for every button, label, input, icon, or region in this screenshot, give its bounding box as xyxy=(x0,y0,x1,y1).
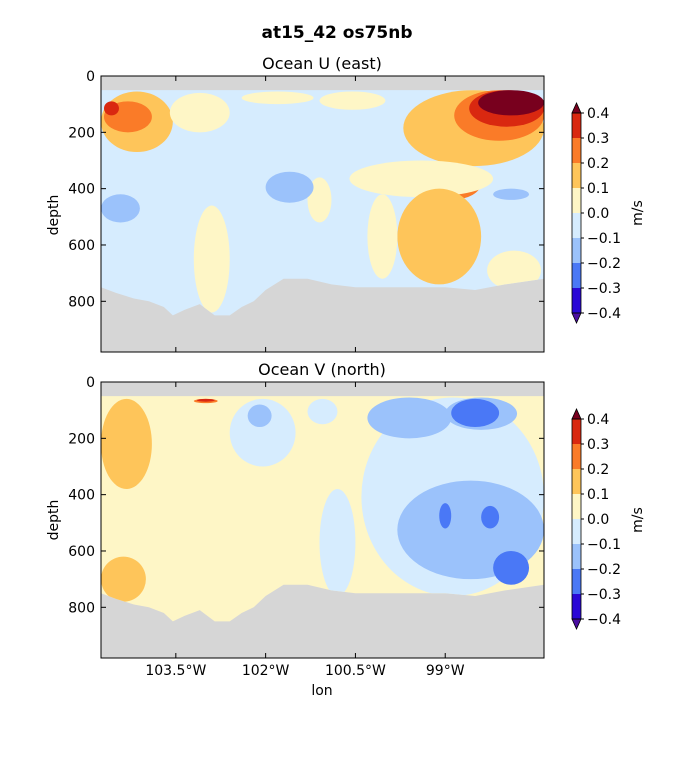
y-tick-label: 0 xyxy=(86,375,95,391)
colorbar-segment xyxy=(572,544,581,569)
contour-region xyxy=(265,171,314,203)
x-tick-label: 102°W xyxy=(242,663,290,679)
contour-region xyxy=(493,550,530,585)
contour-region xyxy=(349,160,494,198)
colorbar-segment xyxy=(572,444,581,469)
colorbar-tick-label: 0.3 xyxy=(587,131,609,147)
colorbar-segment xyxy=(572,419,581,444)
x-tick-label: 103.5°W xyxy=(145,663,206,679)
colorbar-tick-label: 0.4 xyxy=(587,106,609,122)
xlabel-lon: lon xyxy=(311,683,332,699)
contour-region xyxy=(307,398,338,425)
contour-region xyxy=(319,91,386,110)
y-tick-label: 400 xyxy=(68,182,95,198)
contour-region xyxy=(229,398,296,467)
colorbar-segment xyxy=(572,569,581,594)
colorbar-tick-label: −0.1 xyxy=(587,231,621,247)
colorbar-tick-label: 0.0 xyxy=(587,512,609,528)
colorbar-segment xyxy=(572,494,581,519)
colorbar-extend-min xyxy=(571,312,582,324)
colorbar-extend-min xyxy=(571,618,582,630)
colorbar-tick-label: −0.2 xyxy=(587,256,621,272)
figure-suptitle: at15_42 os75nb xyxy=(261,23,412,43)
ylabel-v: depth xyxy=(46,500,62,541)
contour-region xyxy=(307,177,332,223)
y-tick-label: 200 xyxy=(68,125,95,141)
panel-ocean-v: Ocean V (north) depth m/s lon 0 200 400 600… xyxy=(46,360,646,699)
colorbar: −0.4 −0.3 −0.2 −0.1 0.0 0.1 0.2 0.3 0.4 xyxy=(571,102,621,324)
y-tick-label: 400 xyxy=(68,488,95,504)
colorbar-tick-label: −0.4 xyxy=(587,306,621,322)
panel-title-v: Ocean V (north) xyxy=(258,360,386,379)
x-tick-label: 100.5°W xyxy=(325,663,386,679)
colorbar-tick-label: −0.3 xyxy=(587,587,621,603)
colorbar-label-u: m/s xyxy=(630,200,646,226)
colorbar-extend-max xyxy=(571,408,582,420)
colorbar-segment xyxy=(572,263,581,288)
contour-region xyxy=(319,489,356,597)
colorbar-segment xyxy=(572,188,581,213)
contour-region xyxy=(493,188,530,200)
x-tick-label: 99°W xyxy=(426,663,465,679)
colorbar-tick-label: 0.3 xyxy=(587,437,609,453)
colorbar-segment xyxy=(572,138,581,163)
colorbar-tick-label: 0.1 xyxy=(587,487,609,503)
contour-region xyxy=(397,188,482,285)
colorbar: −0.4 −0.3 −0.2 −0.1 0.0 0.1 0.2 0.3 0.4 xyxy=(571,408,621,630)
contour-region xyxy=(193,205,230,313)
contour-region xyxy=(101,556,146,602)
colorbar-tick-label: −0.2 xyxy=(587,562,621,578)
colorbar-segment xyxy=(572,469,581,494)
colorbar-segment xyxy=(572,519,581,544)
colorbar-label-v: m/s xyxy=(630,507,646,533)
plot-frame xyxy=(100,381,545,659)
panel-title-u: Ocean U (east) xyxy=(262,54,382,73)
colorbar-tick-label: −0.4 xyxy=(587,612,621,628)
contour-region xyxy=(367,194,398,279)
y-tick-label: 600 xyxy=(68,544,95,560)
colorbar-segment xyxy=(572,594,581,619)
colorbar-segment xyxy=(572,238,581,263)
y-tick-label: 200 xyxy=(68,431,95,447)
colorbar-segment xyxy=(572,213,581,238)
y-tick-label: 600 xyxy=(68,238,95,254)
contour-region xyxy=(196,398,215,402)
colorbar-tick-label: 0.4 xyxy=(587,412,609,428)
y-tick-label: 0 xyxy=(86,69,95,85)
plot-area xyxy=(101,382,544,658)
colorbar-tick-label: 0.2 xyxy=(587,462,609,478)
contour-region xyxy=(169,92,230,133)
contour-region xyxy=(101,398,152,490)
contour-region xyxy=(101,194,140,223)
contour-region xyxy=(478,90,544,116)
plot-area xyxy=(101,76,544,352)
plot-frame xyxy=(100,75,545,353)
colorbar-tick-label: 0.1 xyxy=(587,181,609,197)
colorbar-tick-label: −0.3 xyxy=(587,281,621,297)
contour-region xyxy=(439,503,452,529)
contour-region xyxy=(241,91,314,105)
contour-region xyxy=(367,397,452,439)
colorbar-tick-label: 0.0 xyxy=(587,206,609,222)
y-tick-label: 800 xyxy=(68,600,95,616)
contour-region xyxy=(103,101,119,116)
colorbar-segment xyxy=(572,163,581,188)
ylabel-u: depth xyxy=(46,195,62,236)
contour-region xyxy=(487,250,542,291)
colorbar-tick-label: 0.2 xyxy=(587,156,609,172)
contour-region xyxy=(247,404,272,428)
colorbar-segment xyxy=(572,288,581,313)
contour-region xyxy=(481,505,500,529)
colorbar-extend-max xyxy=(571,102,582,114)
panel-ocean-u: Ocean U (east) depth m/s 0 200 400 600 800 −0… xyxy=(46,54,646,353)
colorbar-segment xyxy=(572,113,581,138)
y-tick-label: 800 xyxy=(68,294,95,310)
contour-region xyxy=(451,398,500,428)
colorbar-tick-label: −0.1 xyxy=(587,537,621,553)
